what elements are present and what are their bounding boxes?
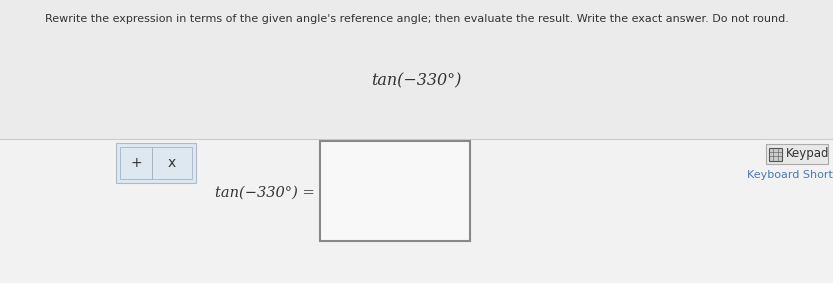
Text: Keypad: Keypad [786,147,830,160]
Bar [0,0,833,139]
Bar [766,144,828,164]
Text: tan(−330°) =: tan(−330°) = [215,186,315,200]
Bar [0,139,833,283]
Bar [120,147,152,179]
Bar [152,147,192,179]
Bar [116,143,196,183]
Text: tan(−330°): tan(−330°) [372,72,461,89]
Text: Rewrite the expression in terms of the given angle's reference angle; then evalu: Rewrite the expression in terms of the g… [44,14,789,24]
Bar [769,148,782,161]
Text: x: x [168,156,177,170]
Text: Keyboard Shortcuts: Keyboard Shortcuts [747,170,833,180]
Bar [320,141,470,241]
Text: +: + [131,156,142,170]
